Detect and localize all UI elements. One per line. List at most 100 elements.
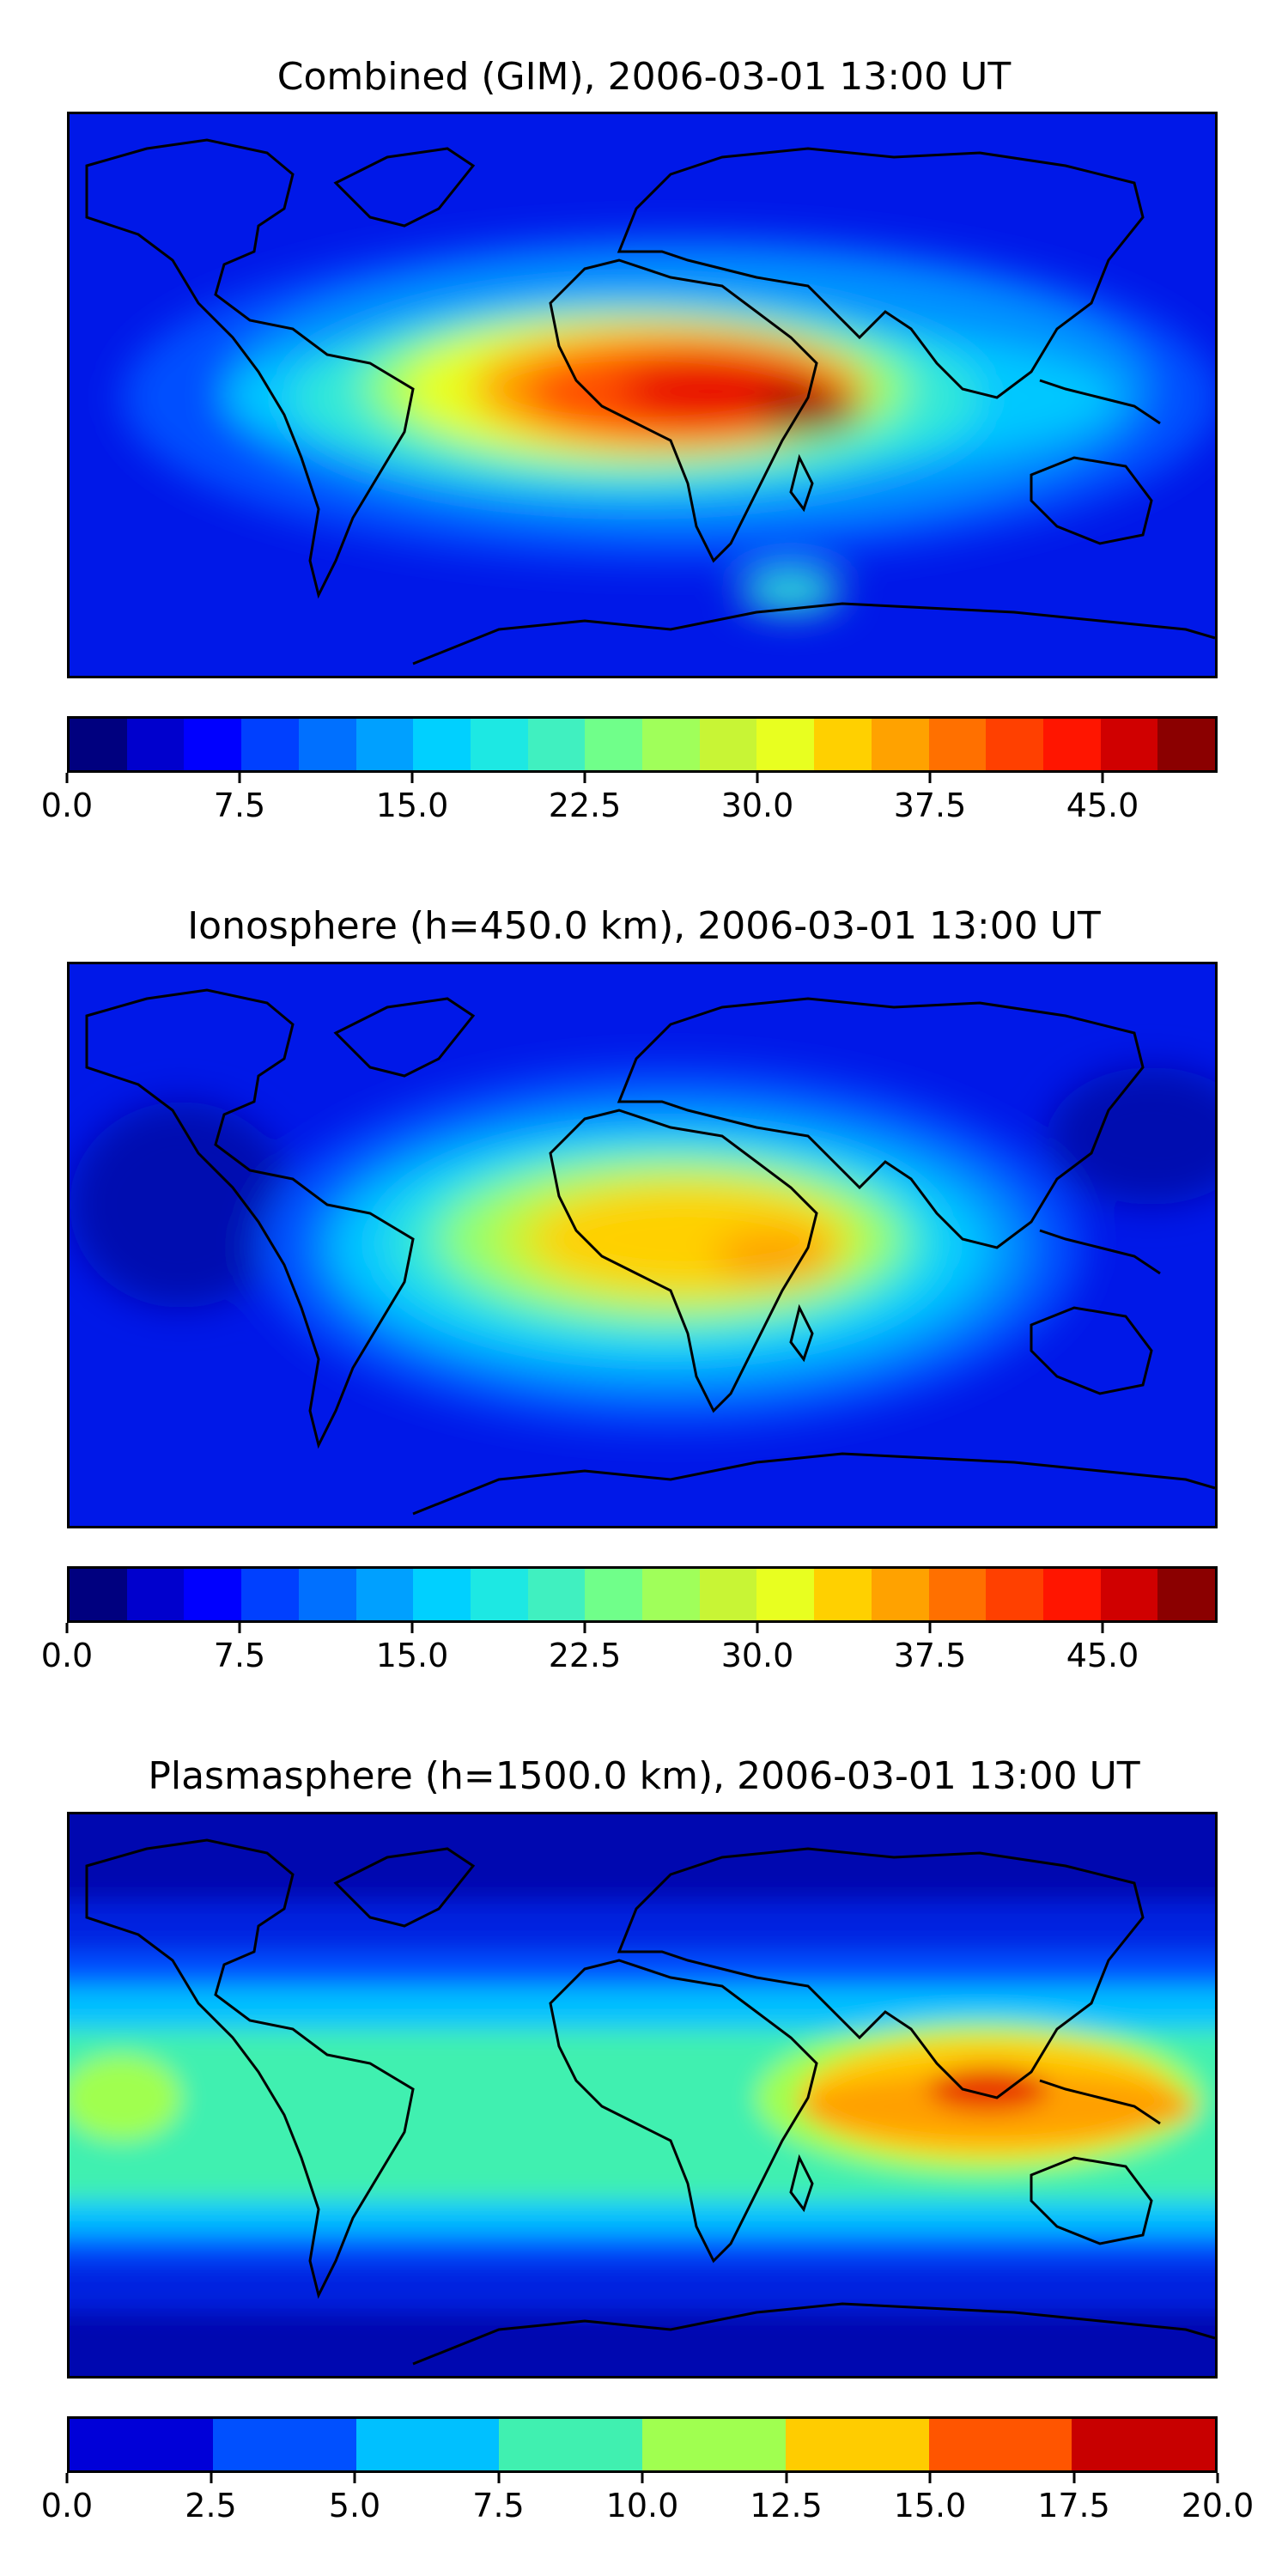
map-plasmasphere — [67, 1812, 1218, 2379]
colorbar-segment — [241, 719, 299, 770]
colorbar-tick-label: 15.0 — [375, 1637, 449, 1674]
colorbar-segment — [184, 719, 242, 770]
colorbar-segment — [585, 1569, 643, 1620]
colorbar-segment — [1100, 1569, 1158, 1620]
colorbar-ticks-combined: 0.0 7.5 15.0 22.5 30.0 37.5 45.0 — [41, 773, 1218, 824]
colorbar-tick-label: 22.5 — [548, 1637, 622, 1674]
colorbar-segment — [470, 1569, 528, 1620]
colorbar-tick — [238, 773, 241, 783]
colorbar-tick — [1101, 773, 1104, 783]
colorbar-tick — [65, 773, 69, 783]
panel-title-combined: Combined (GIM), 2006-03-01 13:00 UT — [276, 55, 1012, 99]
colorbar-segment — [527, 719, 586, 770]
colorbar-tick — [410, 1623, 414, 1633]
colorbar-tick — [928, 773, 932, 783]
colorbar-segment — [70, 719, 127, 770]
colorbar-segment — [298, 1569, 356, 1620]
colorbar-tick — [1216, 2473, 1219, 2483]
colorbar-tick — [410, 773, 414, 783]
colorbar-segment — [871, 719, 929, 770]
colorbar-tick — [756, 1623, 759, 1633]
colorbar-segment — [986, 1569, 1043, 1620]
colorbar-segment — [70, 2419, 213, 2470]
colorbar-tick-label: 30.0 — [720, 787, 794, 824]
colorbar-tick-label: 7.5 — [213, 787, 266, 824]
colorbar-segment — [1157, 1569, 1216, 1620]
colorbar-segment — [1157, 719, 1216, 770]
colorbar-segment — [928, 719, 987, 770]
colorbar-tick-label: 17.5 — [1037, 2487, 1110, 2524]
colorbar-segment — [470, 719, 528, 770]
colorbar-tick — [497, 2473, 500, 2483]
colorbar-segment — [871, 1569, 929, 1620]
colorbar-tick — [353, 2473, 356, 2483]
colorbar-ticks-ionosphere: 0.0 7.5 15.0 22.5 30.0 37.5 45.0 — [41, 1623, 1218, 1674]
colorbar-tick — [238, 1623, 241, 1633]
colorbar-tick-label: 45.0 — [1066, 1637, 1139, 1674]
colorbar-tick — [785, 2473, 787, 2483]
colorbar-ticks-plasmasphere: 0.0 2.5 5.0 7.5 10.0 12.5 15.0 17.5 20.0 — [41, 2473, 1254, 2524]
colorbar-tick-label: 10.0 — [605, 2487, 679, 2524]
colorbar-segment — [413, 1569, 471, 1620]
colorbar-segment — [1042, 719, 1101, 770]
colorbar-segment — [212, 2419, 356, 2470]
colorbar-segment — [699, 719, 757, 770]
colorbar-segment — [1042, 1569, 1101, 1620]
colorbar-segment — [355, 2419, 500, 2470]
colorbar-segment — [298, 719, 356, 770]
colorbar-segment — [585, 719, 643, 770]
colorbar-segment — [642, 2419, 786, 2470]
colorbar-segment — [928, 1569, 987, 1620]
colorbar-tick-label: 2.5 — [185, 2487, 237, 2524]
colorbar-tick — [928, 2473, 932, 2483]
colorbar-tick-label: 7.5 — [213, 1637, 266, 1674]
colorbar-tick-label: 30.0 — [720, 1637, 794, 1674]
colorbar-tick-label: 5.0 — [328, 2487, 381, 2524]
colorbar-tick — [1101, 1623, 1104, 1633]
colorbar-tick — [583, 1623, 586, 1633]
colorbar-tick-label: 22.5 — [548, 787, 622, 824]
colorbar-tick-label: 0.0 — [40, 787, 94, 824]
colorbar-tick-label: 0.0 — [40, 1637, 94, 1674]
colorbar-tick — [756, 773, 759, 783]
colorbar-segment — [928, 2419, 1072, 2470]
colorbar-segment — [70, 1569, 127, 1620]
colorbar-tick — [928, 1623, 932, 1633]
colorbar-segment — [126, 719, 185, 770]
colorbar-tick-label: 37.5 — [893, 787, 967, 824]
colorbar-tick-label: 45.0 — [1066, 787, 1139, 824]
map-combined — [67, 112, 1218, 678]
colorbar-segment — [355, 719, 414, 770]
colorbar-tick — [641, 2473, 644, 2483]
colorbar-tick-label: 15.0 — [893, 2487, 967, 2524]
colorbar-segment — [756, 1569, 815, 1620]
colorbar-tick — [65, 1623, 69, 1633]
colorbar-segment — [699, 1569, 757, 1620]
colorbar-combined — [67, 716, 1218, 773]
colorbar-segment — [184, 1569, 242, 1620]
colorbar-tick-label: 7.5 — [472, 2487, 525, 2524]
colorbar-segment — [1072, 2419, 1215, 2470]
colorbar-tick — [210, 2473, 212, 2483]
colorbar-tick — [1072, 2473, 1075, 2483]
colorbar-plasmasphere — [67, 2416, 1218, 2473]
colorbar-tick — [65, 2473, 69, 2483]
colorbar-segment — [1100, 719, 1158, 770]
colorbar-segment — [355, 1569, 414, 1620]
panel-title-plasmasphere: Plasmasphere (h=1500.0 km), 2006-03-01 1… — [148, 1754, 1140, 1798]
colorbar-segment — [413, 719, 471, 770]
colorbar-segment — [126, 1569, 185, 1620]
colorbar-segment — [756, 719, 815, 770]
colorbar-segment — [785, 2419, 929, 2470]
colorbar-ionosphere — [67, 1566, 1218, 1623]
colorbar-segment — [499, 2419, 642, 2470]
colorbar-segment — [527, 1569, 586, 1620]
colorbar-tick — [583, 773, 586, 783]
colorbar-tick-label: 20.0 — [1181, 2487, 1255, 2524]
colorbar-tick-label: 12.5 — [750, 2487, 823, 2524]
colorbar-tick-label: 0.0 — [40, 2487, 94, 2524]
colorbar-segment — [642, 719, 700, 770]
colorbar-segment — [814, 719, 872, 770]
colorbar-tick-label: 37.5 — [893, 1637, 967, 1674]
colorbar-segment — [241, 1569, 299, 1620]
